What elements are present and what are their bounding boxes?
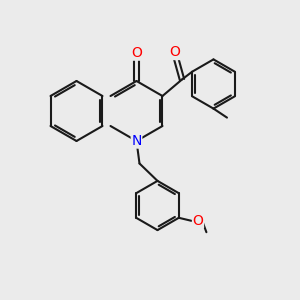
Text: O: O [193, 214, 203, 228]
Text: O: O [169, 46, 180, 59]
Text: O: O [131, 46, 142, 60]
Text: N: N [131, 134, 142, 148]
